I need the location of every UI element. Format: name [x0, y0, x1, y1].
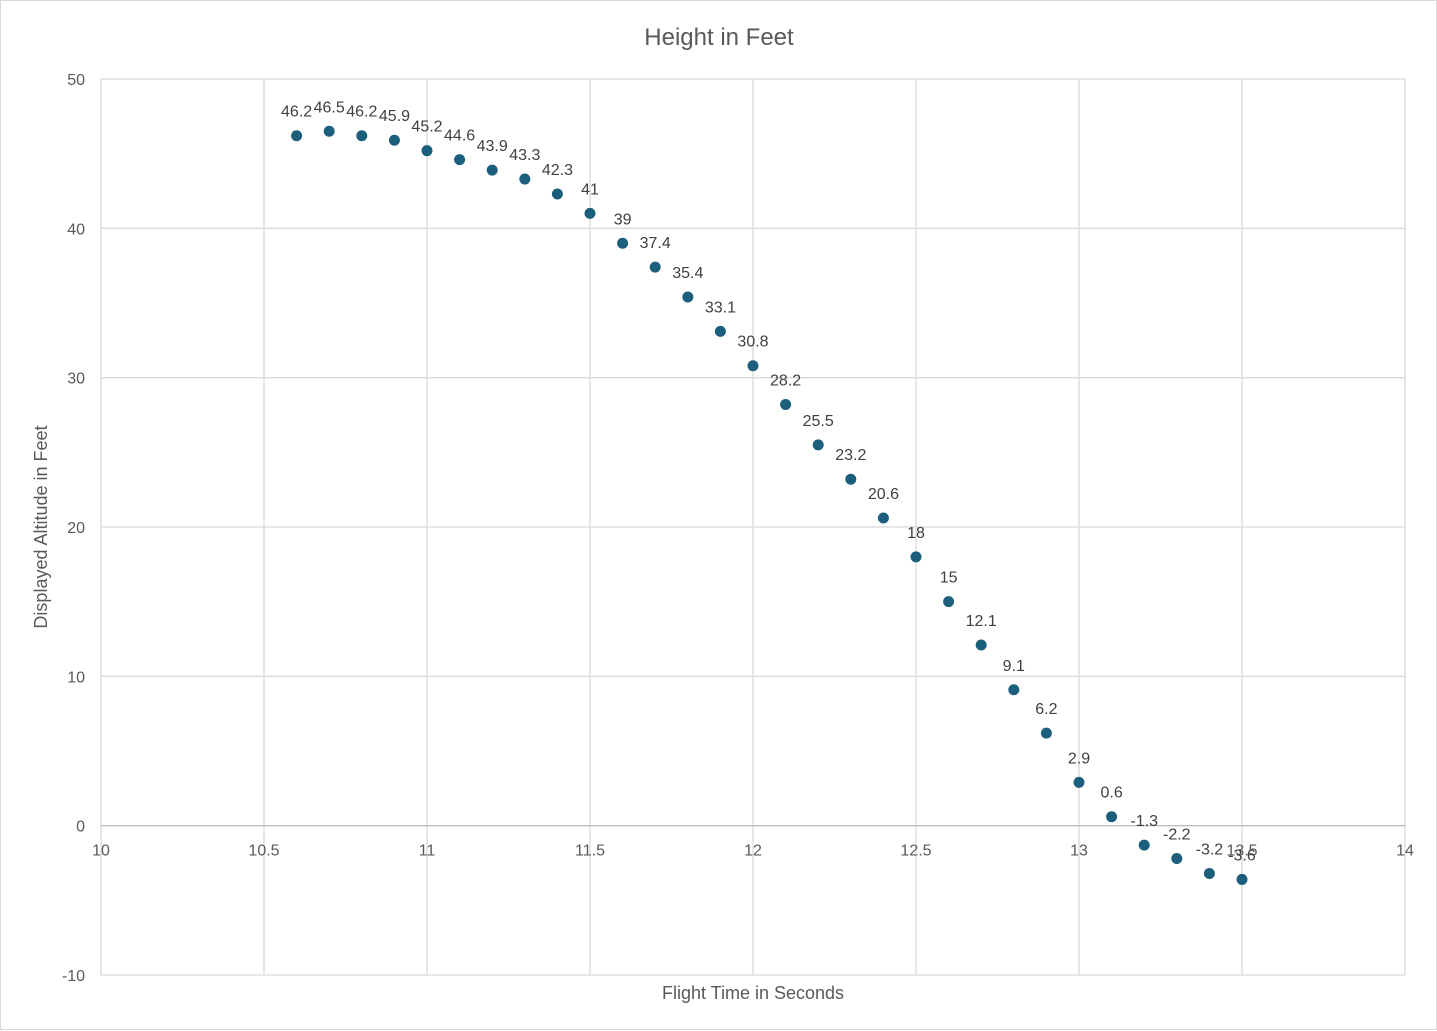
x-tick-label: 12: [744, 843, 762, 860]
data-label: 35.4: [672, 265, 703, 282]
data-label: 2.9: [1068, 750, 1090, 767]
y-axis-title: Displayed Altitude in Feet: [31, 425, 51, 628]
data-label: 9.1: [1003, 658, 1025, 675]
data-point: [584, 207, 596, 219]
data-point: [943, 596, 955, 608]
data-label: 12.1: [966, 613, 997, 630]
data-label: 0.6: [1100, 785, 1122, 802]
data-label: 42.3: [542, 162, 573, 179]
y-tick-label: 40: [67, 221, 85, 238]
data-label: 20.6: [868, 486, 899, 503]
x-tick-label: 12.5: [900, 843, 931, 860]
data-point: [486, 164, 498, 176]
data-point: [1008, 684, 1020, 696]
data-point: [1040, 727, 1052, 739]
data-point: [356, 130, 368, 142]
x-tick-label: 10.5: [248, 843, 279, 860]
data-label: 18: [907, 525, 925, 542]
data-label: -1.3: [1130, 813, 1158, 830]
y-tick-label: 10: [67, 669, 85, 686]
x-tick-label: 10: [92, 843, 110, 860]
data-label: 30.8: [737, 334, 768, 351]
data-point: [1203, 867, 1215, 879]
y-tick-label: 30: [67, 371, 85, 388]
data-label: -3.6: [1228, 847, 1256, 864]
data-label: 15: [940, 570, 958, 587]
data-label: -2.2: [1163, 827, 1191, 844]
data-label: 44.6: [444, 128, 475, 145]
data-point: [682, 291, 694, 303]
data-label: 45.2: [411, 119, 442, 136]
x-tick-label: 13.5: [1226, 843, 1257, 860]
data-point: [780, 399, 792, 411]
data-point: [812, 439, 824, 451]
x-axis-title: Flight Time in Seconds: [662, 983, 844, 1003]
data-label: 37.4: [640, 235, 671, 252]
y-tick-label: 50: [67, 72, 85, 89]
data-label: 39: [614, 211, 632, 228]
data-point: [323, 125, 335, 137]
data-point: [454, 154, 466, 166]
data-point: [291, 130, 303, 142]
tick-labels: 10 10.5 11 11.5 12 12.5 13 13.5 14 -10 0 10 20 30 40 50: [62, 72, 1414, 985]
data-label: 41: [581, 181, 599, 198]
data-points: [291, 125, 1248, 885]
data-point: [845, 473, 857, 485]
data-label: 43.3: [509, 147, 540, 164]
data-label: 25.5: [803, 413, 834, 430]
data-point: [910, 551, 922, 563]
data-point: [617, 237, 629, 249]
gridlines: [100, 78, 1406, 976]
x-tick-label: 11: [419, 843, 436, 860]
chart-title: Height in Feet: [644, 24, 794, 51]
data-label: 45.9: [379, 108, 410, 125]
x-tick-label: 11.5: [575, 843, 605, 860]
data-label: 6.2: [1035, 701, 1057, 718]
data-label: 33.1: [705, 299, 736, 316]
y-tick-label: 0: [76, 819, 85, 836]
x-tick-label: 13: [1070, 843, 1088, 860]
data-point: [551, 188, 563, 200]
data-point: [1073, 776, 1085, 788]
data-point: [1138, 839, 1150, 851]
data-labels: 46.2 46.5 46.2 45.945.244.643.943.342.34139…: [281, 99, 1256, 864]
data-label: 46.5: [314, 99, 345, 116]
data-point: [747, 360, 759, 372]
data-label: 43.9: [477, 138, 508, 155]
data-point: [1171, 853, 1183, 865]
data-label: 46.2: [346, 104, 377, 121]
data-point: [649, 261, 661, 273]
data-point: [877, 512, 889, 524]
data-point: [1236, 873, 1248, 885]
data-label: -3.2: [1196, 841, 1224, 858]
y-tick-label: -10: [62, 968, 85, 985]
data-point: [714, 325, 726, 337]
x-tick-label: 14: [1396, 843, 1414, 860]
data-point: [519, 173, 531, 185]
data-point: [388, 134, 400, 146]
data-label: 46.2: [281, 104, 312, 121]
data-point: [1106, 811, 1118, 823]
data-label: 28.2: [770, 373, 801, 390]
data-point: [975, 639, 987, 651]
data-label: 23.2: [835, 447, 866, 464]
data-point: [421, 145, 433, 157]
y-tick-label: 20: [67, 520, 85, 537]
